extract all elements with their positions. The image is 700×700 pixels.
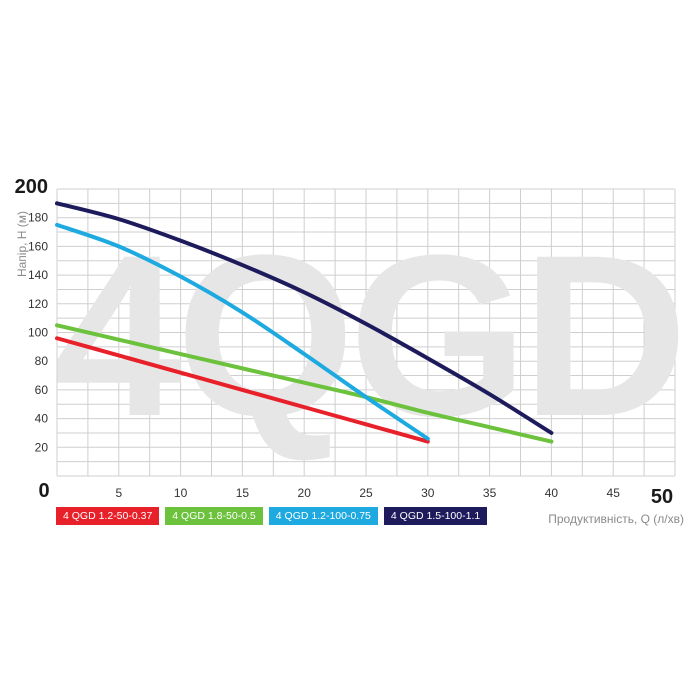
x-tick-label: 45 <box>607 486 621 500</box>
y-tick-label: 160 <box>28 239 48 253</box>
legend-item-1: 4 QGD 1.2-50-0.37 <box>56 507 160 525</box>
x-tick-label: 25 <box>359 486 373 500</box>
y-tick-label: 120 <box>28 297 48 311</box>
x-max-label: 50 <box>651 486 673 508</box>
legend-item-2: 4 QGD 1.8-50-0.5 <box>165 507 263 525</box>
series-lines <box>55 201 554 444</box>
y-tick-label: 40 <box>35 412 49 426</box>
x-tick-label: 30 <box>421 486 435 500</box>
y-tick-label: 60 <box>35 383 49 397</box>
y-tick-label: 80 <box>35 354 49 368</box>
y-tick-label: 140 <box>28 268 48 282</box>
series-line-2 <box>55 323 554 444</box>
y-tick-label: 180 <box>28 211 48 225</box>
origin-label: 0 <box>38 480 49 502</box>
x-tick-label: 5 <box>115 486 122 500</box>
series-line-4 <box>55 201 554 435</box>
tick-labels: 5 10 15 20 25 30 35 40 45 20 40 60 80 100 120 140 160 180 <box>28 211 620 500</box>
x-tick-label: 20 <box>298 486 312 500</box>
legend: 4 QGD 1.2-50-0.37 4 QGD 1.8-50-0.5 4 QGD 1… <box>56 507 488 525</box>
x-axis-label: Продуктивність, Q (л/хв) <box>548 512 684 526</box>
watermark-text: 4QGD <box>54 207 682 464</box>
series-line-1 <box>55 336 430 444</box>
series-line-3 <box>55 222 430 441</box>
y-axis-label: Напір, Н (м) <box>15 211 29 277</box>
x-tick-label: 40 <box>545 486 559 500</box>
legend-item-4: 4 QGD 1.5-100-1.1 <box>383 507 488 525</box>
y-tick-label: 100 <box>28 326 48 340</box>
x-tick-label: 10 <box>174 486 188 500</box>
y-max-label: 200 <box>15 176 48 198</box>
legend-item-3: 4 QGD 1.2-100-0.75 <box>268 507 378 525</box>
grid <box>56 188 676 477</box>
x-tick-label: 15 <box>236 486 250 500</box>
x-tick-label: 35 <box>483 486 497 500</box>
y-tick-label: 20 <box>35 440 49 454</box>
